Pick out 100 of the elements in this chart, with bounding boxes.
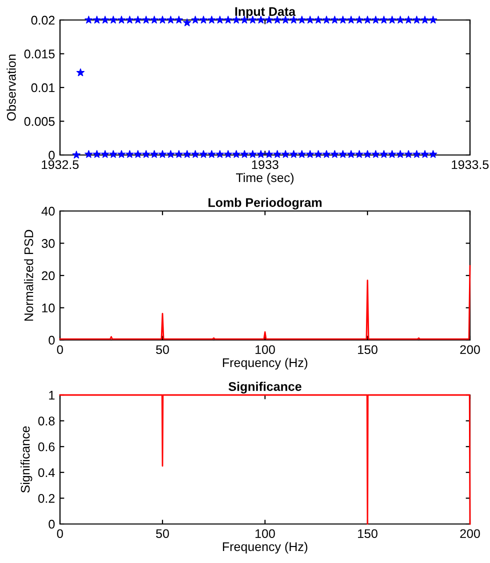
point xyxy=(166,150,175,158)
point xyxy=(248,150,257,158)
point xyxy=(347,150,356,158)
point xyxy=(404,16,413,24)
point xyxy=(281,150,290,158)
point xyxy=(355,16,364,24)
point xyxy=(314,16,322,24)
point xyxy=(117,16,126,24)
y-tick-label: 0.6 xyxy=(38,442,55,452)
point xyxy=(117,150,126,158)
point xyxy=(273,16,282,24)
y-axis-title: Observation xyxy=(6,54,16,121)
y-tick-label: 0.02 xyxy=(31,16,55,25)
point xyxy=(109,16,118,24)
point xyxy=(412,16,421,24)
x-axis-title: Time (sec) xyxy=(236,172,294,185)
point xyxy=(396,16,404,24)
point xyxy=(76,68,85,76)
point xyxy=(380,16,388,24)
point xyxy=(72,150,80,158)
point xyxy=(183,18,192,26)
chart-title: Input Data xyxy=(235,7,296,18)
point xyxy=(84,150,93,158)
point xyxy=(216,16,224,24)
point xyxy=(281,16,290,24)
point xyxy=(208,16,216,24)
point xyxy=(232,150,240,158)
point xyxy=(322,150,331,158)
point xyxy=(199,150,208,158)
point xyxy=(290,150,298,158)
point xyxy=(404,150,413,158)
point xyxy=(273,150,282,158)
x-tick-label: 100 xyxy=(256,529,275,538)
point xyxy=(150,150,158,158)
point xyxy=(298,150,306,158)
point xyxy=(396,150,404,158)
point xyxy=(134,150,142,158)
y-tick-label: 0.015 xyxy=(24,50,55,58)
x-tick-label: 1933 xyxy=(252,160,278,170)
y-tick-label: 20 xyxy=(42,271,55,280)
point xyxy=(240,150,249,158)
x-tick-label: 0 xyxy=(57,345,63,354)
point xyxy=(109,150,118,158)
chart-title: Lomb Periodogram xyxy=(208,198,322,210)
point xyxy=(338,16,347,24)
point xyxy=(372,150,380,158)
y-tick-label: 40 xyxy=(42,206,55,216)
y-tick-label: 0 xyxy=(48,520,55,529)
point xyxy=(429,150,438,158)
x-tick-label: 150 xyxy=(358,529,378,538)
point xyxy=(265,16,274,24)
x-tick-label: 1933.5 xyxy=(452,160,489,170)
point xyxy=(265,150,274,158)
point xyxy=(158,16,167,24)
point xyxy=(380,150,388,158)
x-tick-label: 200 xyxy=(460,345,480,354)
point xyxy=(363,16,372,24)
point xyxy=(355,150,364,158)
point xyxy=(150,16,158,24)
y-axis-title: Normalized PSD xyxy=(24,230,34,321)
x-tick-label: 200 xyxy=(460,529,480,538)
chart-title: Significance xyxy=(228,382,302,394)
point xyxy=(388,16,396,24)
y-tick-label: 0 xyxy=(48,336,55,345)
point xyxy=(388,150,396,158)
point xyxy=(224,150,232,158)
point xyxy=(330,16,339,24)
point xyxy=(256,150,265,158)
point xyxy=(429,16,438,24)
point xyxy=(126,150,134,158)
point xyxy=(92,16,101,24)
point xyxy=(84,16,93,24)
x-axis-title: Frequency (Hz) xyxy=(222,358,308,370)
point xyxy=(322,16,331,24)
point xyxy=(174,150,183,158)
point xyxy=(142,16,150,24)
point xyxy=(158,150,167,158)
y-tick-label: 0.4 xyxy=(38,468,55,478)
y-tick-label: 0.005 xyxy=(24,117,55,126)
x-axis-title: Frequency (Hz) xyxy=(222,542,308,554)
y-tick-label: 0.8 xyxy=(38,416,55,426)
point xyxy=(191,16,200,24)
x-tick-label: 50 xyxy=(156,529,169,538)
point xyxy=(420,150,429,158)
point xyxy=(363,150,372,158)
point xyxy=(347,16,356,24)
point xyxy=(199,16,208,24)
y-tick-label: 0.01 xyxy=(31,83,55,92)
point xyxy=(412,150,421,158)
point xyxy=(191,150,200,158)
point xyxy=(166,16,175,24)
y-tick-label: 1 xyxy=(49,390,55,400)
point xyxy=(330,150,339,158)
x-tick-label: 150 xyxy=(358,345,378,354)
point xyxy=(306,16,314,24)
point xyxy=(338,150,347,158)
point xyxy=(314,150,322,158)
y-tick-label: 10 xyxy=(42,304,55,312)
point xyxy=(290,16,298,24)
point xyxy=(216,150,224,158)
